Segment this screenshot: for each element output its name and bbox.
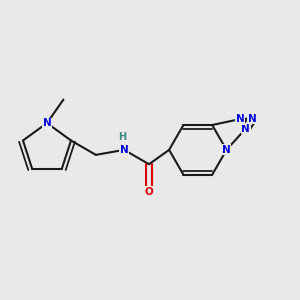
Text: H: H: [118, 132, 126, 142]
Text: N: N: [242, 124, 250, 134]
Text: N: N: [236, 114, 244, 124]
Text: N: N: [248, 114, 256, 124]
Text: N: N: [43, 118, 51, 128]
Text: N: N: [222, 145, 231, 155]
Text: O: O: [145, 187, 153, 196]
Text: N: N: [120, 145, 128, 155]
